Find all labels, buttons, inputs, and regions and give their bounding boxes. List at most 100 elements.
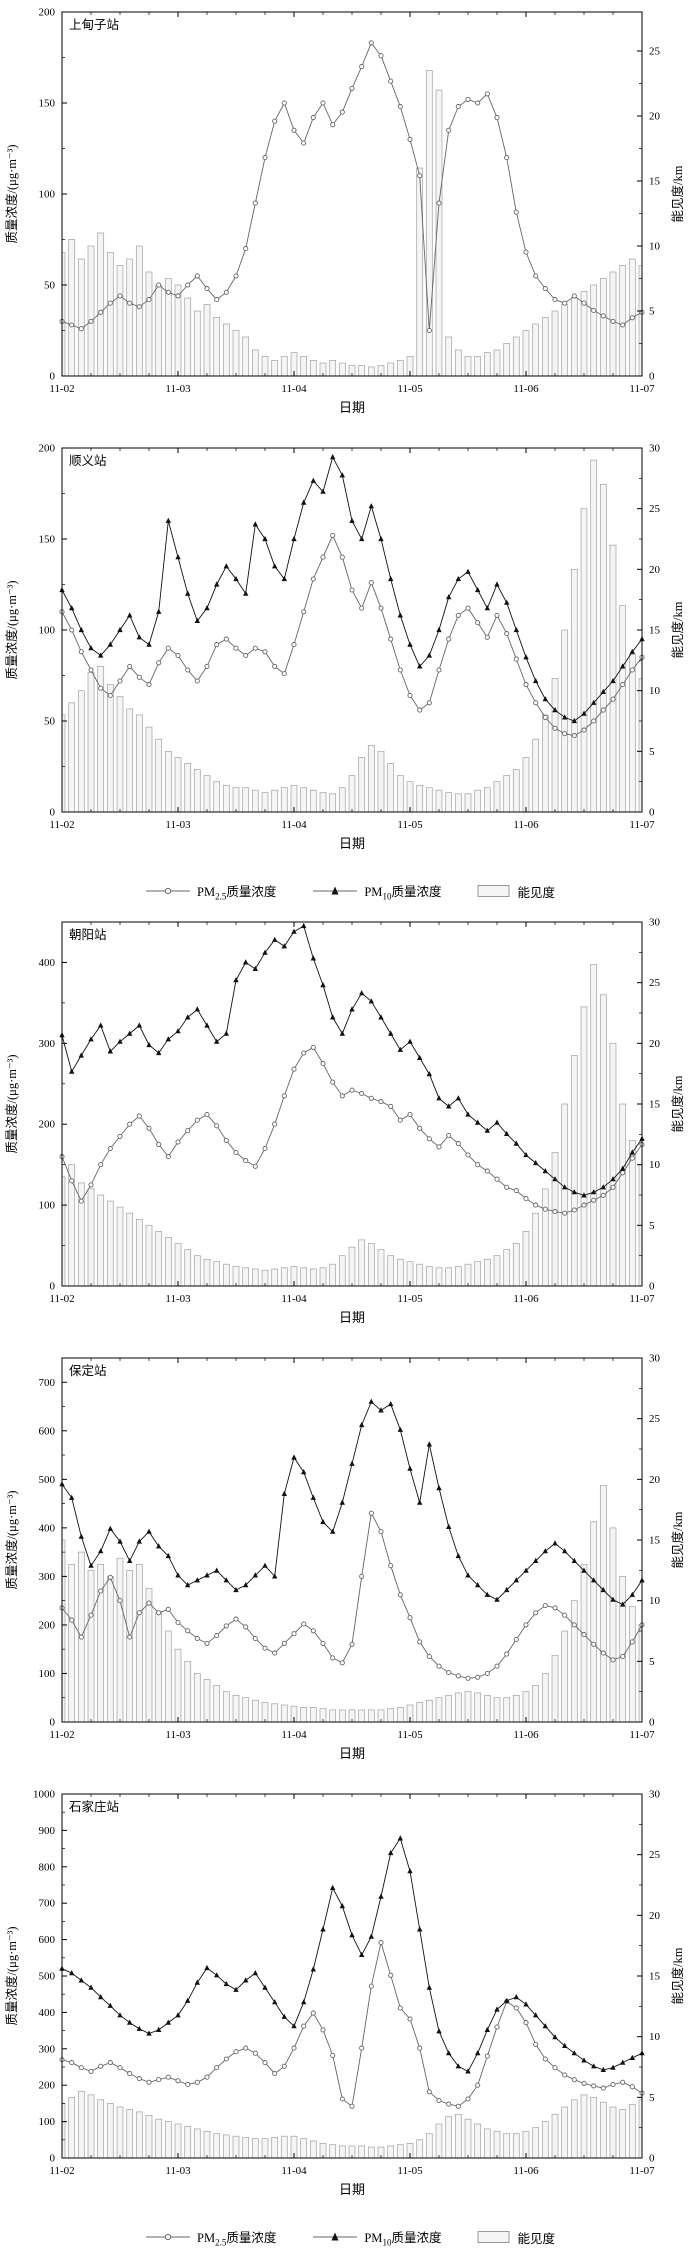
left-tick-label: 400 bbox=[39, 1522, 56, 1534]
right-tick-label: 5 bbox=[649, 2092, 655, 2104]
right-tick-label: 30 bbox=[649, 1353, 661, 1365]
x-tick-label: 11-04 bbox=[281, 1293, 307, 1305]
x-tick-label: 11-06 bbox=[513, 383, 539, 395]
legend-item-pm25: PM2.5质量浓度 bbox=[145, 2227, 277, 2248]
right-tick-label: 20 bbox=[649, 111, 661, 123]
left-tick-label: 900 bbox=[39, 1825, 56, 1837]
left-tick-label: 700 bbox=[39, 1377, 56, 1389]
x-tick-label: 11-06 bbox=[513, 1293, 539, 1305]
pm25-line-marker-icon bbox=[146, 887, 191, 895]
left-axis-label: 质量浓度/(μg·m⁻³) bbox=[4, 1491, 19, 1590]
x-axis-label: 日期 bbox=[339, 2182, 365, 2197]
right-tick-label: 15 bbox=[649, 1971, 661, 1983]
left-tick-label: 150 bbox=[39, 98, 56, 110]
x-tick-label: 11-02 bbox=[49, 2165, 74, 2177]
left-tick-label: 500 bbox=[39, 1971, 56, 1983]
right-tick-label: 10 bbox=[649, 685, 661, 697]
left-tick-label: 300 bbox=[39, 1038, 56, 1050]
x-tick-label: 11-04 bbox=[281, 819, 307, 831]
right-axis-label: 能见度/km bbox=[670, 165, 685, 222]
left-tick-label: 0 bbox=[50, 371, 56, 383]
x-tick-label: 11-02 bbox=[49, 1293, 74, 1305]
legend-item-pm10: PM10质量浓度 bbox=[312, 2227, 442, 2248]
legend-item-visibility: 能见度 bbox=[477, 882, 555, 901]
x-tick-label: 11-05 bbox=[397, 1729, 423, 1741]
left-tick-label: 200 bbox=[39, 1619, 56, 1631]
right-tick-label: 5 bbox=[649, 1656, 655, 1668]
x-tick-label: 11-02 bbox=[49, 383, 74, 395]
right-axis-label: 能见度/km bbox=[670, 1075, 685, 1132]
left-tick-label: 300 bbox=[39, 1571, 56, 1583]
right-tick-label: 0 bbox=[649, 1717, 655, 1729]
panel-baoding: 11-02 11-03 11-04 11-05 11-06 11-07 0 100 200 300… bbox=[0, 1346, 700, 1782]
right-axis-label: 能见度/km bbox=[670, 1511, 685, 1568]
station-title: 朝阳站 bbox=[69, 928, 107, 942]
x-tick-label: 11-05 bbox=[397, 383, 423, 395]
station-title: 上甸子站 bbox=[69, 18, 119, 32]
right-tick-label: 15 bbox=[649, 625, 661, 637]
left-tick-label: 200 bbox=[39, 443, 56, 455]
legend-label-visibility: 能见度 bbox=[517, 885, 555, 900]
x-tick-label: 11-05 bbox=[397, 1293, 423, 1305]
right-tick-label: 25 bbox=[649, 1413, 661, 1425]
pm10-series bbox=[59, 1398, 645, 1607]
x-tick-label: 11-06 bbox=[513, 819, 539, 831]
legend-item-pm10: PM10质量浓度 bbox=[312, 881, 442, 902]
left-tick-label: 100 bbox=[39, 625, 56, 637]
left-tick-label: 0 bbox=[50, 1281, 56, 1293]
visibility-bars bbox=[62, 2090, 642, 2158]
chart-shunyi: 11-02 11-03 11-04 11-05 11-06 11-070501001502… bbox=[4, 443, 685, 852]
visibility-bar-icon bbox=[477, 2231, 510, 2243]
left-tick-label: 100 bbox=[39, 2116, 56, 2128]
right-tick-label: 0 bbox=[649, 371, 655, 383]
legend-row: PM2.5质量浓度 PM10质量浓度 能见度 bbox=[0, 2218, 700, 2256]
x-tick-label: 11-02 bbox=[49, 1729, 74, 1741]
x-tick-label: 11-06 bbox=[513, 1729, 539, 1741]
right-tick-label: 5 bbox=[649, 1220, 655, 1232]
x-axis-label: 日期 bbox=[339, 1746, 365, 1761]
pm25-series bbox=[59, 1510, 645, 1681]
chart-shijiazhuang: 11-02 11-03 11-04 11-05 11-06 11-070100200300… bbox=[4, 1789, 685, 2198]
pm10-line-marker-icon bbox=[313, 886, 358, 895]
right-tick-label: 20 bbox=[649, 564, 661, 576]
left-tick-label: 400 bbox=[39, 2007, 56, 2019]
x-axis-label: 日期 bbox=[339, 836, 365, 851]
right-tick-label: 0 bbox=[649, 807, 655, 819]
left-tick-label: 600 bbox=[39, 1934, 56, 1946]
visibility-bars bbox=[62, 70, 642, 376]
station-title: 石家庄站 bbox=[69, 1799, 119, 1814]
right-tick-label: 15 bbox=[649, 1535, 661, 1547]
legend-item-pm25: PM2.5质量浓度 bbox=[145, 881, 276, 901]
legend-label-pm25: PM2.5质量浓度 bbox=[197, 2230, 277, 2248]
panel-shangdianzi: 11-02 11-03 11-04 11-05 11-06 11-07 0 50 100 150 2… bbox=[0, 0, 700, 436]
right-axis-label: 能见度/km bbox=[670, 601, 685, 658]
right-axis-label: 能见度/km bbox=[670, 1947, 685, 2004]
left-tick-label: 150 bbox=[39, 534, 56, 546]
pm25-series bbox=[59, 1939, 645, 2109]
pm10-line-marker-icon bbox=[313, 2232, 358, 2241]
left-tick-label: 800 bbox=[39, 1861, 56, 1873]
legend-label-pm10: PM10质量浓度 bbox=[364, 2230, 442, 2248]
left-tick-label: 100 bbox=[39, 189, 56, 201]
x-tick-label: 11-07 bbox=[629, 1293, 655, 1305]
x-tick-label: 11-06 bbox=[513, 2165, 539, 2177]
right-tick-label: 30 bbox=[649, 917, 661, 929]
x-tick-label: 11-07 bbox=[629, 819, 655, 831]
legend-label-pm10: PM10质量浓度 bbox=[364, 884, 442, 902]
left-tick-label: 1000 bbox=[33, 1789, 56, 1801]
x-tick-label: 11-02 bbox=[49, 819, 74, 831]
right-tick-label: 25 bbox=[649, 1849, 661, 1861]
right-tick-label: 20 bbox=[649, 1038, 661, 1050]
station-title: 保定站 bbox=[69, 1363, 107, 1378]
right-tick-label: 30 bbox=[649, 1789, 661, 1801]
left-axis-label: 质量浓度/(μg·m⁻³) bbox=[4, 1927, 19, 2026]
right-tick-label: 5 bbox=[649, 306, 655, 318]
x-tick-label: 11-07 bbox=[629, 383, 655, 395]
chart-chaoyang: 11-02 11-03 11-04 11-05 11-06 11-070100200300… bbox=[4, 917, 685, 1326]
right-tick-label: 25 bbox=[649, 977, 661, 989]
left-axis-label: 质量浓度/(μg·m⁻³) bbox=[4, 581, 19, 680]
right-tick-label: 0 bbox=[649, 1281, 655, 1293]
x-tick-label: 11-04 bbox=[281, 383, 307, 395]
visibility-bars bbox=[62, 964, 642, 1286]
